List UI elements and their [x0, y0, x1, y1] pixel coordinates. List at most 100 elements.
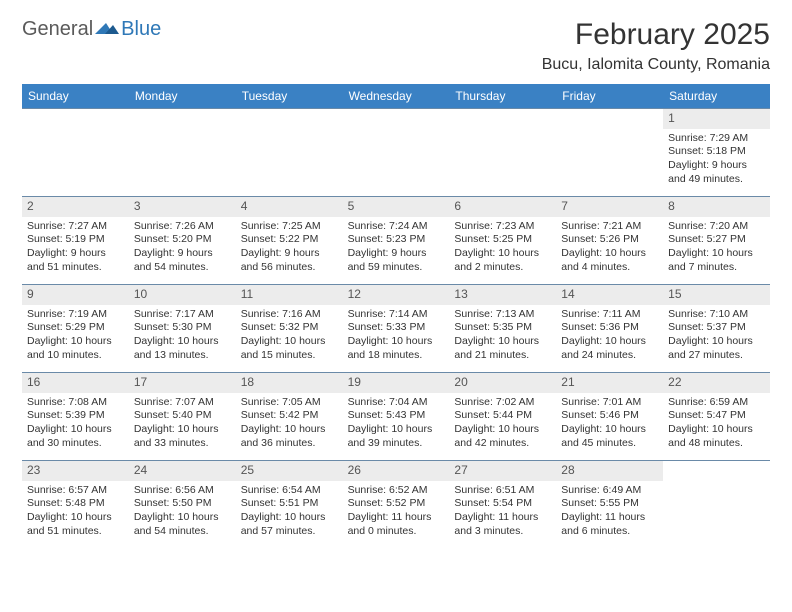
daylight1-line: Daylight: 10 hours	[454, 335, 551, 349]
daylight1-line: Daylight: 10 hours	[668, 423, 765, 437]
sunset-line: Sunset: 5:35 PM	[454, 321, 551, 335]
sunrise-line: Sunrise: 7:10 AM	[668, 308, 765, 322]
sunrise-line: Sunrise: 7:04 AM	[348, 396, 445, 410]
cell-body: Sunrise: 6:56 AMSunset: 5:50 PMDaylight:…	[129, 481, 236, 543]
calendar-cell: 9Sunrise: 7:19 AMSunset: 5:29 PMDaylight…	[22, 284, 129, 372]
sunrise-line: Sunrise: 6:52 AM	[348, 484, 445, 498]
sunset-line: Sunset: 5:44 PM	[454, 409, 551, 423]
day-number: 17	[129, 373, 236, 393]
calendar-cell: 11Sunrise: 7:16 AMSunset: 5:32 PMDayligh…	[236, 284, 343, 372]
daylight2-line: and 13 minutes.	[134, 349, 231, 363]
day-number: 7	[556, 197, 663, 217]
calendar-cell: 23Sunrise: 6:57 AMSunset: 5:48 PMDayligh…	[22, 460, 129, 548]
sunset-line: Sunset: 5:51 PM	[241, 497, 338, 511]
daylight1-line: Daylight: 10 hours	[668, 247, 765, 261]
day-number: 18	[236, 373, 343, 393]
sunrise-line: Sunrise: 6:59 AM	[668, 396, 765, 410]
sunset-line: Sunset: 5:20 PM	[134, 233, 231, 247]
sunset-line: Sunset: 5:18 PM	[668, 145, 765, 159]
calendar-cell: 2Sunrise: 7:27 AMSunset: 5:19 PMDaylight…	[22, 196, 129, 284]
sunrise-line: Sunrise: 7:23 AM	[454, 220, 551, 234]
daylight2-line: and 21 minutes.	[454, 349, 551, 363]
day-number: 12	[343, 285, 450, 305]
day-number: 2	[22, 197, 129, 217]
sunset-line: Sunset: 5:55 PM	[561, 497, 658, 511]
day-number: 16	[22, 373, 129, 393]
daylight1-line: Daylight: 10 hours	[134, 511, 231, 525]
daylight2-line: and 10 minutes.	[27, 349, 124, 363]
daylight1-line: Daylight: 10 hours	[241, 511, 338, 525]
calendar-cell: 14Sunrise: 7:11 AMSunset: 5:36 PMDayligh…	[556, 284, 663, 372]
sunrise-line: Sunrise: 7:29 AM	[668, 132, 765, 146]
daylight2-line: and 59 minutes.	[348, 261, 445, 275]
daylight1-line: Daylight: 11 hours	[454, 511, 551, 525]
calendar-cell: 16Sunrise: 7:08 AMSunset: 5:39 PMDayligh…	[22, 372, 129, 460]
sunset-line: Sunset: 5:19 PM	[27, 233, 124, 247]
calendar-cell: 27Sunrise: 6:51 AMSunset: 5:54 PMDayligh…	[449, 460, 556, 548]
calendar-cell: 7Sunrise: 7:21 AMSunset: 5:26 PMDaylight…	[556, 196, 663, 284]
daylight2-line: and 27 minutes.	[668, 349, 765, 363]
daylight2-line: and 18 minutes.	[348, 349, 445, 363]
daylight2-line: and 15 minutes.	[241, 349, 338, 363]
daylight1-line: Daylight: 10 hours	[27, 423, 124, 437]
daylight1-line: Daylight: 10 hours	[668, 335, 765, 349]
day-number: 4	[236, 197, 343, 217]
cell-body: Sunrise: 7:07 AMSunset: 5:40 PMDaylight:…	[129, 393, 236, 455]
day-number: 28	[556, 461, 663, 481]
calendar-cell: 8Sunrise: 7:20 AMSunset: 5:27 PMDaylight…	[663, 196, 770, 284]
sunset-line: Sunset: 5:33 PM	[348, 321, 445, 335]
day-number: 27	[449, 461, 556, 481]
logo-flag-icon	[95, 18, 119, 41]
cell-body: Sunrise: 7:10 AMSunset: 5:37 PMDaylight:…	[663, 305, 770, 367]
cell-body: Sunrise: 7:16 AMSunset: 5:32 PMDaylight:…	[236, 305, 343, 367]
sunset-line: Sunset: 5:36 PM	[561, 321, 658, 335]
daylight2-line: and 6 minutes.	[561, 525, 658, 539]
day-number: 10	[129, 285, 236, 305]
sunrise-line: Sunrise: 7:01 AM	[561, 396, 658, 410]
day-number: 14	[556, 285, 663, 305]
daylight2-line: and 3 minutes.	[454, 525, 551, 539]
calendar-cell: 13Sunrise: 7:13 AMSunset: 5:35 PMDayligh…	[449, 284, 556, 372]
sunset-line: Sunset: 5:42 PM	[241, 409, 338, 423]
cell-body: Sunrise: 7:21 AMSunset: 5:26 PMDaylight:…	[556, 217, 663, 279]
daylight1-line: Daylight: 11 hours	[561, 511, 658, 525]
day-number: 26	[343, 461, 450, 481]
sunrise-line: Sunrise: 7:17 AM	[134, 308, 231, 322]
day-number: 25	[236, 461, 343, 481]
day-number: 6	[449, 197, 556, 217]
daylight1-line: Daylight: 10 hours	[134, 335, 231, 349]
sunrise-line: Sunrise: 7:24 AM	[348, 220, 445, 234]
calendar-cell-empty	[129, 108, 236, 196]
day-number: 20	[449, 373, 556, 393]
cell-body: Sunrise: 6:52 AMSunset: 5:52 PMDaylight:…	[343, 481, 450, 543]
title-block: February 2025 Bucu, Ialomita County, Rom…	[542, 18, 770, 74]
daylight2-line: and 54 minutes.	[134, 525, 231, 539]
logo-text-blue: Blue	[121, 18, 161, 41]
calendar-cell: 22Sunrise: 6:59 AMSunset: 5:47 PMDayligh…	[663, 372, 770, 460]
day-number: 1	[663, 109, 770, 129]
calendar-cell: 5Sunrise: 7:24 AMSunset: 5:23 PMDaylight…	[343, 196, 450, 284]
cell-body: Sunrise: 7:04 AMSunset: 5:43 PMDaylight:…	[343, 393, 450, 455]
sunrise-line: Sunrise: 7:21 AM	[561, 220, 658, 234]
daylight1-line: Daylight: 10 hours	[561, 247, 658, 261]
header: General Blue February 2025 Bucu, Ialomit…	[22, 18, 770, 74]
daylight2-line: and 24 minutes.	[561, 349, 658, 363]
daylight1-line: Daylight: 9 hours	[241, 247, 338, 261]
sunset-line: Sunset: 5:27 PM	[668, 233, 765, 247]
calendar-cell: 15Sunrise: 7:10 AMSunset: 5:37 PMDayligh…	[663, 284, 770, 372]
calendar-cell: 19Sunrise: 7:04 AMSunset: 5:43 PMDayligh…	[343, 372, 450, 460]
cell-body: Sunrise: 7:01 AMSunset: 5:46 PMDaylight:…	[556, 393, 663, 455]
day-number: 11	[236, 285, 343, 305]
calendar-cell: 21Sunrise: 7:01 AMSunset: 5:46 PMDayligh…	[556, 372, 663, 460]
calendar-cell: 26Sunrise: 6:52 AMSunset: 5:52 PMDayligh…	[343, 460, 450, 548]
sunrise-line: Sunrise: 7:16 AM	[241, 308, 338, 322]
sunrise-line: Sunrise: 7:08 AM	[27, 396, 124, 410]
cell-body: Sunrise: 6:57 AMSunset: 5:48 PMDaylight:…	[22, 481, 129, 543]
calendar-cell-empty	[22, 108, 129, 196]
sunrise-line: Sunrise: 6:56 AM	[134, 484, 231, 498]
calendar-cell-empty	[663, 460, 770, 548]
sunrise-line: Sunrise: 7:27 AM	[27, 220, 124, 234]
daylight2-line: and 57 minutes.	[241, 525, 338, 539]
calendar-cell: 25Sunrise: 6:54 AMSunset: 5:51 PMDayligh…	[236, 460, 343, 548]
daylight2-line: and 0 minutes.	[348, 525, 445, 539]
